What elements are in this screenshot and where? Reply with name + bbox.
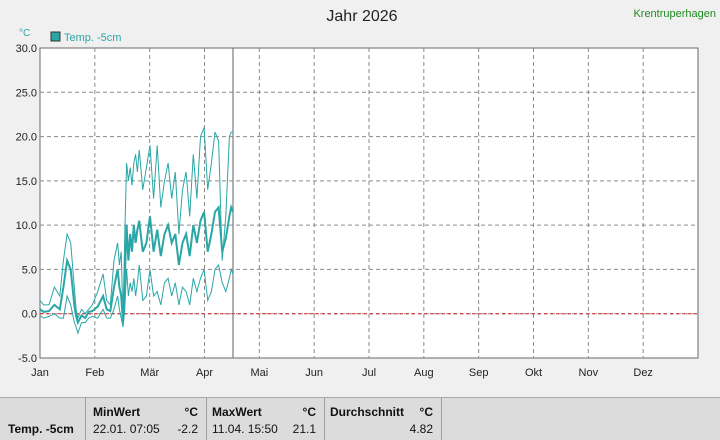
y-tick-label: 15.0 xyxy=(16,176,37,188)
min-header: MinWert xyxy=(93,405,141,419)
max-time: 11.04. 15:50 xyxy=(212,422,278,436)
min-unit: °C xyxy=(184,405,198,419)
y-tick-label: -5.0 xyxy=(18,353,37,365)
legend[interactable]: Temp. -5cm xyxy=(50,31,121,44)
series-max-line xyxy=(39,127,233,320)
series-min-line xyxy=(39,263,234,335)
x-tick-label: Nov xyxy=(579,367,599,379)
min-value: -2.2 xyxy=(177,422,198,436)
y-axis-unit: °C xyxy=(19,28,30,39)
series-mean-line xyxy=(39,203,234,326)
x-tick-label: Jun xyxy=(305,367,323,379)
x-tick-label: Jan xyxy=(31,367,49,379)
x-tick-label: Aug xyxy=(414,367,434,379)
stats-panel: Temp. -5cm MinWert °C 22.01. 07:05 -2.2 … xyxy=(0,397,720,440)
avg-header: Durchschnitt xyxy=(330,405,405,419)
y-tick-label: 25.0 xyxy=(16,87,37,99)
x-tick-label: Mär xyxy=(140,367,159,379)
x-tick-label: Apr xyxy=(196,367,213,379)
legend-swatch xyxy=(50,31,61,42)
x-ticks: Jan Feb Mär Apr Mai Jun Jul Aug Sep Okt Nov Dez xyxy=(31,367,653,379)
max-header: MaxWert xyxy=(212,405,262,419)
x-tick-label: Sep xyxy=(469,367,489,379)
stats-max-cell: MaxWert °C 11.04. 15:50 21.1 xyxy=(207,398,325,440)
y-tick-label: 30.0 xyxy=(16,43,37,55)
x-tick-label: Okt xyxy=(525,367,542,379)
x-tick-label: Feb xyxy=(85,367,104,379)
station-name: Krentruperhagen xyxy=(633,8,716,20)
chart-title: Jahr 2026 xyxy=(326,8,397,25)
y-tick-label: 20.0 xyxy=(16,132,37,144)
legend-label: Temp. -5cm xyxy=(64,32,121,44)
y-tick-label: 10.0 xyxy=(16,220,37,232)
series-layer xyxy=(39,127,234,335)
max-unit: °C xyxy=(302,405,316,419)
x-tick-label: Mai xyxy=(250,367,268,379)
stats-avg-cell: Durchschnitt °C 4.82 xyxy=(325,398,442,440)
stats-series-cell: Temp. -5cm xyxy=(0,398,86,440)
y-ticks: 30.0 25.0 20.0 15.0 10.0 5.0 0.0 -5.0 xyxy=(16,43,37,365)
x-tick-label: Jul xyxy=(362,367,376,379)
y-tick-label: 5.0 xyxy=(22,264,37,276)
min-time: 22.01. 07:05 xyxy=(93,422,160,436)
stats-min-cell: MinWert °C 22.01. 07:05 -2.2 xyxy=(86,398,207,440)
max-value: 21.1 xyxy=(292,422,316,436)
x-tick-label: Dez xyxy=(633,367,653,379)
y-tick-label: 0.0 xyxy=(22,309,37,321)
temperature-chart: Jahr 2026 Krentruperhagen °C 30.0 25.0 20.… xyxy=(16,8,716,379)
stats-series-label: Temp. -5cm xyxy=(8,422,74,436)
avg-value: 4.82 xyxy=(409,422,433,436)
avg-unit: °C xyxy=(419,405,433,419)
grid-layer xyxy=(40,48,698,358)
